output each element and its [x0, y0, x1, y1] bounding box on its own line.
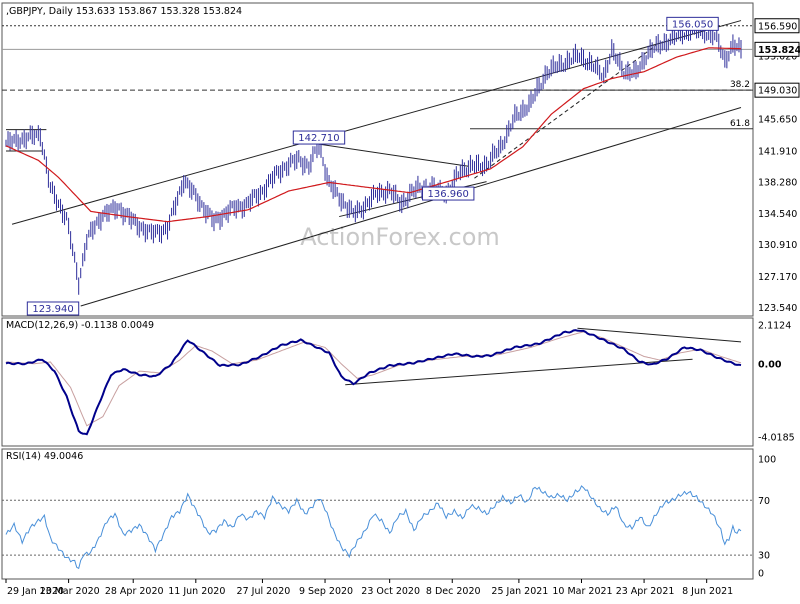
price-annotation-label: 142.710: [298, 133, 339, 144]
price-y-tick-label: 145.650: [758, 114, 797, 125]
price-y-tick-label: 127.170: [758, 272, 797, 283]
price-annotation-label: 123.940: [32, 304, 73, 315]
macd-y-tick-label: -4.0185: [758, 433, 795, 444]
macd-y-tick-label: 0.00: [758, 359, 782, 370]
last-price-label: 153.824: [758, 45, 800, 56]
watermark: ActionForex.com: [300, 223, 500, 251]
price-trendline: [80, 106, 742, 307]
price-y-tick-label: 149.030: [758, 86, 797, 97]
macd-panel-title: MACD(12,26,9) -0.1138 0.0049: [6, 320, 154, 331]
x-tick-label: 8 Dec 2020: [426, 586, 481, 597]
price-annotation-box: [666, 16, 719, 31]
x-tick-label: 27 Jul 2020: [237, 586, 291, 597]
x-tick-label: 13 Mar 2020: [39, 586, 99, 597]
x-tick-label: 11 Jun 2020: [168, 586, 225, 597]
price-panel: ActionForex.com ,GBPJPY, Daily 153.633 1…: [1, 2, 800, 317]
price-y-tick-label: 156.590: [758, 21, 797, 32]
price-annotation-label: 136.960: [428, 189, 469, 200]
price-panel-title: ,GBPJPY, Daily 153.633 153.867 153.328 1…: [6, 6, 242, 17]
x-tick-label: 29 Jan 2020: [7, 586, 64, 597]
price-annotation-box: [26, 301, 80, 316]
price-moving-average: [5, 47, 742, 223]
rsi-line: [5, 485, 742, 570]
x-tick-label: 8 Jun 2021: [682, 586, 733, 597]
fib-level-label: 61.8: [730, 119, 750, 129]
price-y-tick-label: 153.020: [758, 52, 797, 63]
y-tick-box: [754, 18, 800, 34]
y-tick-box: [754, 82, 800, 98]
last-price-box: [754, 41, 800, 57]
rsi-y-tick-label: 0: [758, 569, 764, 580]
x-tick-label: 28 Apr 2020: [105, 586, 164, 597]
x-tick-label: 9 Sep 2020: [299, 586, 353, 597]
macd-trendline: [577, 327, 742, 343]
price-y-tick-label: 134.540: [758, 209, 797, 220]
rsi-y-tick-label: 100: [758, 455, 776, 466]
price-y-tick-label: 138.280: [758, 177, 797, 188]
price-y-tick-label: 123.540: [758, 303, 797, 314]
x-tick-label: 23 Apr 2021: [616, 586, 675, 597]
macd-panel: MACD(12,26,9) -0.1138 0.0049 2.1124 0.00 -…: [1, 317, 795, 447]
price-trendline: [474, 44, 657, 179]
price-annotation-label: 156.050: [672, 19, 713, 30]
rsi-y-tick-label: 70: [758, 496, 770, 507]
rsi-y-tick-label: 30: [758, 551, 770, 562]
macd-y-tick-label: 2.1124: [758, 321, 791, 332]
price-panel-frame: [1, 2, 754, 317]
price-y-tick-label: 141.910: [758, 146, 797, 157]
price-annotation-box: [292, 130, 346, 145]
macd-panel-frame: [1, 317, 754, 447]
fib-level-label: 38.2: [730, 80, 750, 90]
macd-trendline: [345, 358, 693, 386]
price-annotation-box: [422, 186, 475, 201]
x-tick-label: 25 Jan 2021: [491, 586, 548, 597]
price-y-tick-label: 130.910: [758, 240, 797, 251]
macd-line: [5, 329, 742, 436]
rsi-panel: RSI(14) 49.0046 100 70 30 0: [1, 448, 776, 580]
rsi-panel-frame: [1, 448, 754, 580]
price-trendline: [318, 143, 469, 167]
rsi-panel-title: RSI(14) 49.0046: [6, 451, 83, 462]
x-tick-label: 23 Oct 2020: [361, 586, 420, 597]
x-tick-label: 10 Mar 2021: [552, 586, 612, 597]
macd-signal-line: [5, 331, 742, 427]
